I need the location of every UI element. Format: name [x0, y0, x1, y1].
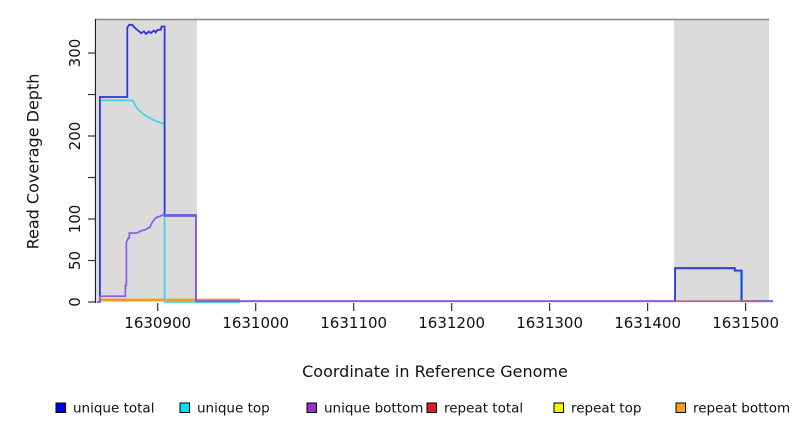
series-line-unique-total — [97, 23, 773, 303]
y-tick-label: 50 — [66, 251, 84, 270]
series-line-unique-bottom — [97, 214, 773, 303]
legend-swatch-unique-bottom — [306, 402, 317, 413]
legend-label-unique-bottom: unique bottom — [324, 401, 423, 417]
legend-swatch-unique-top — [179, 402, 190, 413]
y-axis-title: Read Coverage Depth — [23, 73, 43, 250]
x-tick-label: 1631300 — [516, 314, 583, 332]
x-tick-label: 1630900 — [124, 314, 191, 332]
legend-label-repeat-top: repeat top — [571, 401, 641, 417]
legend-label-unique-total: unique total — [73, 401, 154, 417]
legend-swatch-repeat-total — [426, 402, 437, 413]
legend-label-repeat-total: repeat total — [444, 401, 523, 417]
x-tick-label: 1631100 — [320, 314, 387, 332]
y-tick-label: 100 — [66, 205, 84, 234]
legend-swatch-unique-total — [55, 402, 66, 413]
legend-label-repeat-bottom: repeat bottom — [693, 401, 790, 417]
legend-swatch-repeat-top — [553, 402, 564, 413]
y-tick-label: 200 — [66, 122, 84, 151]
x-tick-label: 1631500 — [712, 314, 779, 332]
y-tick-label: 300 — [66, 39, 84, 68]
legend-label-unique-top: unique top — [197, 401, 270, 417]
x-axis-title: Coordinate in Reference Genome — [302, 362, 568, 381]
x-tick-label: 1631200 — [418, 314, 485, 332]
repeat-region-band — [96, 19, 197, 302]
legend-swatch-repeat-bottom — [675, 402, 686, 413]
y-tick-label: 0 — [66, 297, 84, 307]
repeat-region-band — [674, 19, 770, 302]
x-tick-label: 1631400 — [614, 314, 681, 332]
x-tick-label: 1631000 — [222, 314, 289, 332]
